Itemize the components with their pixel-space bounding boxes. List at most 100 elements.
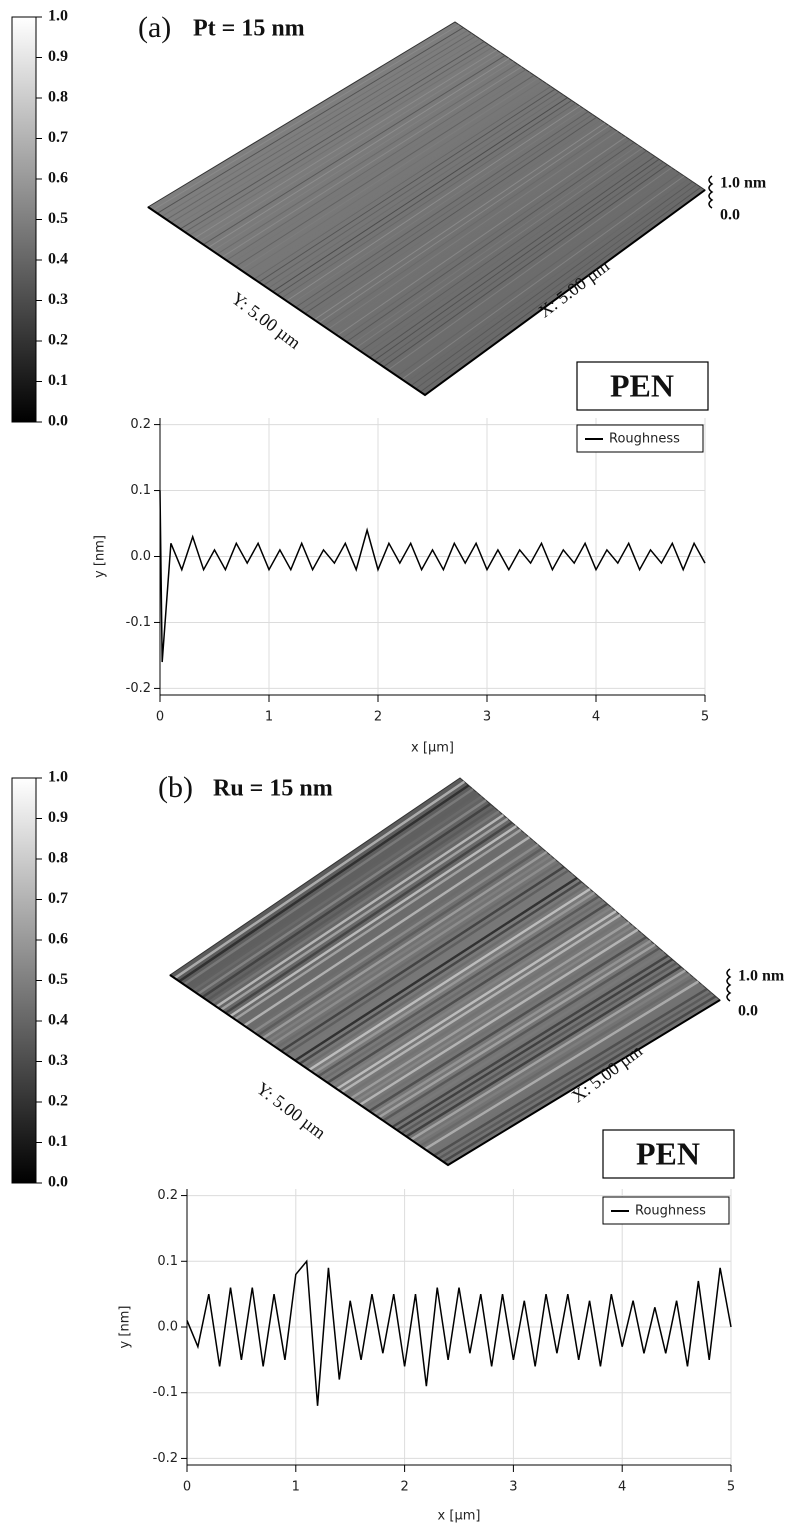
surface-stripe <box>203 55 506 246</box>
y-tick-label: -0.2 <box>126 681 151 696</box>
z-scale-bottom: 0.0 <box>738 1003 758 1020</box>
surface-stripe <box>331 906 613 1087</box>
surface-stripe <box>424 980 699 1151</box>
surface-stripe <box>420 186 702 393</box>
y-tick-label: 0.2 <box>157 1188 178 1203</box>
surface-stripe <box>152 24 460 211</box>
surface-stripe <box>183 788 474 986</box>
surface-stripe <box>312 891 596 1075</box>
colorbar-tick-label: 0.0 <box>48 1174 68 1191</box>
colorbar-tick-label: 0.1 <box>48 1133 68 1150</box>
substrate-label: PEN <box>636 1135 700 1171</box>
surface-stripe <box>229 825 518 1018</box>
surface-stripe <box>364 153 652 355</box>
surface-stripe <box>184 43 489 233</box>
x-tick-label: 5 <box>727 1480 735 1495</box>
surface-stripe <box>387 167 672 371</box>
roughness-line <box>186 1259 732 1406</box>
surface-stripe <box>271 858 557 1046</box>
x-tick-label: 4 <box>618 1480 626 1495</box>
surface-stripe <box>290 108 585 305</box>
surface-stripe <box>252 843 539 1034</box>
y-side-label: Y: 5.00 µm <box>253 1078 330 1143</box>
surface-stripe <box>300 113 593 311</box>
surface-stripe <box>415 183 697 390</box>
surface-stripe <box>201 802 492 999</box>
surface-stripe <box>360 150 647 352</box>
surface-stripe <box>226 69 527 261</box>
colorbar-tick-label: 0.0 <box>48 413 68 430</box>
surface-edge <box>147 189 706 397</box>
surface-stripe <box>433 987 708 1157</box>
colorbar-tick-label: 0.5 <box>48 210 68 227</box>
z-scale-bracket <box>708 175 714 209</box>
substrate-box <box>602 1129 735 1179</box>
surface-stripe <box>234 828 522 1021</box>
surface-stripe <box>244 80 543 274</box>
surface-stripe <box>173 780 466 980</box>
surface-stripe <box>318 125 610 324</box>
surface-stripe <box>336 910 617 1091</box>
y-tick-label: -0.1 <box>153 1385 178 1400</box>
y-tick-label: -0.1 <box>126 615 151 630</box>
surface-stripe <box>438 991 712 1160</box>
colorbar-tick-label: 0.8 <box>48 89 68 106</box>
surface-stripe <box>363 932 643 1110</box>
colorbar-tick-label: 0.6 <box>48 170 68 187</box>
surface-stripe <box>193 49 497 239</box>
surface-stripe <box>382 947 660 1122</box>
surface-stripe <box>406 178 689 383</box>
surface-stripe <box>350 144 639 346</box>
surface-stripe <box>304 116 597 314</box>
surface-stripe <box>401 175 685 380</box>
y-tick-label: 0.0 <box>130 549 151 564</box>
roughness-line <box>159 490 706 663</box>
y-tick-label: -0.2 <box>153 1451 178 1466</box>
surface-stripe <box>405 965 682 1138</box>
surface-stripe <box>189 46 493 236</box>
colorbar-tick-label: 1.0 <box>48 8 68 25</box>
colorbar-tick-label: 0.3 <box>48 1052 68 1069</box>
colorbar-tick-label: 0.4 <box>48 1012 68 1029</box>
surface-stripe <box>369 155 656 358</box>
surface-stripe <box>295 111 589 308</box>
surface-stripe <box>249 83 547 277</box>
surface-stripe <box>345 917 626 1097</box>
x-tick-label: 1 <box>265 710 273 725</box>
panel-label: (a) <box>138 11 171 44</box>
panel-title: Pt = 15 nm <box>193 16 305 42</box>
surface-stripe <box>340 913 622 1094</box>
surface-stripe <box>410 969 686 1141</box>
surface-stripe <box>187 791 479 989</box>
colorbar-tick-label: 0.2 <box>48 1093 68 1110</box>
surface-stripe <box>206 806 496 1002</box>
surface-stripe <box>368 936 647 1113</box>
surface-stripe <box>373 939 652 1116</box>
surface-stripe <box>281 102 577 299</box>
z-scale-bottom: 0.0 <box>720 207 740 224</box>
x-tick-label: 1 <box>292 1480 300 1495</box>
surface-stripe <box>378 161 664 365</box>
legend-label: Roughness <box>635 1204 706 1219</box>
z-scale-top: 1.0 nm <box>720 175 767 192</box>
colorbar <box>11 777 37 1184</box>
surface-stripe <box>166 32 472 220</box>
colorbar-tick-label: 0.7 <box>48 890 68 907</box>
surface-stripe <box>240 77 539 271</box>
surface-stripe <box>156 27 464 214</box>
surface-stripe <box>280 865 565 1053</box>
colorbar <box>11 16 37 423</box>
surface-stripe <box>286 105 581 302</box>
surface-stripe <box>238 832 526 1024</box>
surface-stripe <box>355 147 643 349</box>
substrate-label: PEN <box>610 367 674 403</box>
x-tick-label: 2 <box>374 710 382 725</box>
colorbar-tick-label: 0.8 <box>48 850 68 867</box>
surface-stripe <box>308 887 591 1072</box>
surface-stripe <box>289 873 574 1059</box>
colorbar-tick-label: 0.2 <box>48 332 68 349</box>
surface-edge <box>169 974 721 1167</box>
surface-stripe <box>216 63 518 255</box>
surface-stripe <box>285 869 570 1056</box>
surface-stripe <box>294 876 578 1062</box>
